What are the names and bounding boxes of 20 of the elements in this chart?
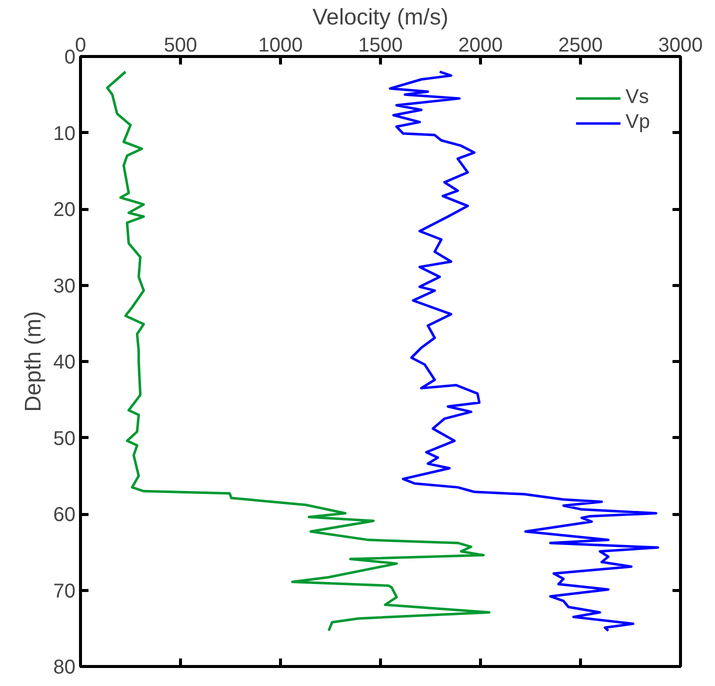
x-tick-label: 1500: [358, 34, 403, 56]
legend-label: Vp: [626, 111, 650, 134]
y-axis-title: Depth (m): [19, 311, 46, 412]
y-tick-label: 40: [53, 352, 76, 374]
y-tick-label: 60: [53, 504, 76, 526]
legend-label: Vs: [626, 86, 649, 109]
y-tick-label: 10: [53, 122, 76, 145]
x-tick-label: 500: [164, 34, 198, 56]
x-tick-label: 3000: [658, 34, 703, 56]
y-tick-label: 80: [53, 656, 76, 678]
x-tick-label: 2500: [558, 34, 603, 56]
x-axis-title: Velocity (m/s): [312, 4, 448, 30]
line-series: [106, 70, 491, 632]
y-tick-label: 30: [53, 275, 76, 298]
x-tick-label: 1000: [258, 34, 303, 56]
y-tick-label: 70: [53, 580, 76, 602]
x-tick-label: 2000: [458, 34, 503, 56]
y-tick-label: 20: [53, 199, 76, 221]
y-tick-label: 50: [53, 428, 76, 450]
line-series: [388, 70, 660, 632]
